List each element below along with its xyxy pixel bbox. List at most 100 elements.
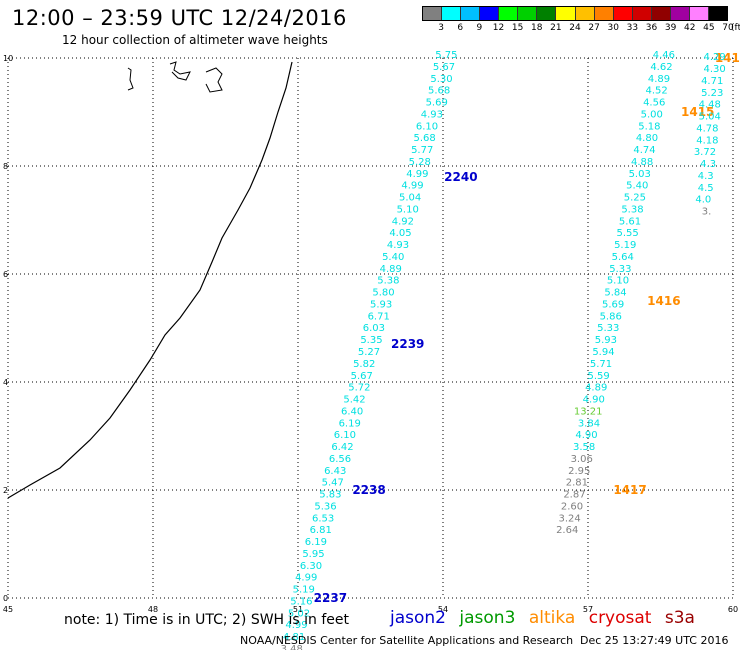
wave-height-reading: 4.05 (389, 228, 411, 239)
lon-tick-label: 54 (438, 605, 448, 614)
wave-height-reading: 4.48 (699, 100, 721, 111)
wave-height-reading: 4.74 (633, 145, 655, 156)
wave-height-reading: 5.95 (302, 549, 324, 560)
scale-label: 21 (550, 23, 562, 33)
wave-height-reading: 4.29 (703, 52, 725, 63)
wave-height-reading: 6.42 (331, 442, 353, 453)
wave-height-reading: 3.72 (694, 147, 716, 158)
lat-tick-label: 2 (3, 486, 8, 495)
wave-height-reading: 5.93 (370, 299, 392, 310)
wave-height-reading: 5.64 (612, 252, 634, 263)
axis-ticks: 45 48 51 54 57 60 0 2 4 6 8 10 (3, 54, 738, 614)
pass-time-label: 1416 (647, 294, 680, 308)
scale-swatch (670, 7, 690, 20)
wave-height-reading: 5.38 (621, 204, 643, 215)
legend-jason3: jason3 (459, 608, 516, 628)
wave-height-reading: 4.99 (295, 573, 317, 584)
wave-height-reading: 5.82 (353, 359, 375, 370)
wave-height-reading: 4.0 (695, 195, 711, 206)
scale-swatch (613, 7, 633, 20)
wave-height-reading: 6.71 (368, 311, 390, 322)
island-outline (205, 67, 223, 93)
wave-height-reading: 4.3 (698, 171, 714, 182)
wave-height-reading: 5.80 (372, 288, 394, 299)
wave-height-reading: 6.81 (310, 525, 332, 536)
wave-height-reading: 4.89 (380, 264, 402, 275)
scale-label: 3 (438, 23, 444, 33)
wave-height-reading: 5.83 (319, 490, 341, 501)
scale-swatch (632, 7, 652, 20)
wave-height-reading: 5.19 (293, 585, 315, 596)
scale-swatch (708, 7, 727, 20)
wave-height-reading: 4.78 (696, 123, 718, 134)
wave-height-reading: 5.33 (597, 323, 619, 334)
wave-height-reading: 4.81 (283, 632, 305, 643)
island-outline (169, 61, 191, 81)
wave-height-reading: 6.10 (416, 121, 438, 132)
scale-swatch (651, 7, 671, 20)
wave-height-reading: 4.93 (387, 240, 409, 251)
wave-height-reading: 5.02 (288, 608, 310, 619)
wave-height-reading: 4.99 (401, 181, 423, 192)
wave-height-reading: 4.30 (703, 64, 725, 75)
wave-height-reading: 5.75 (435, 50, 457, 61)
scale-label: 9 (476, 23, 483, 33)
lon-tick-label: 51 (293, 605, 303, 614)
scale-swatch (442, 7, 462, 20)
lat-tick-label: 4 (3, 378, 8, 387)
wave-height-reading: 5.69 (426, 98, 448, 109)
pass-time-label: 2237 (314, 591, 347, 605)
scale-swatch (556, 7, 576, 20)
lat-tick-label: 8 (3, 162, 8, 171)
footer-note: note: 1) Time is in UTC; 2) SWH is in fe… (64, 612, 350, 628)
wave-height-reading: 3.84 (578, 418, 600, 429)
wave-height-reading: 5.42 (343, 395, 365, 406)
wave-height-reading: 5.03 (629, 169, 651, 180)
credit-line: NOAA/NESDIS Center for Satellite Applica… (240, 634, 574, 647)
scale-swatch (461, 7, 481, 20)
wave-height-reading: 5.86 (600, 311, 622, 322)
generated-timestamp: Dec 25 13:27:49 UTC 2016 (580, 634, 729, 647)
map-subtitle: 12 hour collection of altimeter wave hei… (62, 33, 328, 47)
wave-height-reading: 5.71 (590, 359, 612, 370)
scale-swatch (537, 7, 557, 20)
lon-tick-label: 48 (148, 605, 158, 614)
scale-label: 27 (588, 23, 600, 33)
wave-height-reading: 4.18 (696, 135, 718, 146)
wave-height-reading: 5.67 (351, 371, 373, 382)
wave-height-reading: 5.25 (624, 193, 646, 204)
wave-height-reading: 3.24 (558, 513, 580, 524)
wave-height-reading: 5.68 (428, 86, 450, 97)
map-title: 12:00 – 23:59 UTC 12/24/2016 (12, 6, 347, 30)
wave-height-reading: 5.36 (314, 501, 336, 512)
wave-height-reading: 2.95 (568, 466, 590, 477)
legend-s3a: s3a (664, 608, 695, 628)
scale-label: 39 (664, 23, 677, 33)
wave-height-reading: 5.16 (290, 596, 312, 607)
pass-time-label: 1417 (613, 483, 646, 497)
pass-time-label: 2238 (352, 483, 385, 497)
wave-height-reading: 4.99 (285, 620, 307, 631)
wave-height-reading: 5.69 (602, 299, 624, 310)
scale-label: 36 (645, 23, 658, 33)
wave-height-reading: 2.87 (563, 490, 585, 501)
scale-label: 24 (569, 23, 581, 33)
wave-height-reading: 5.68 (413, 133, 435, 144)
scale-unit: (ft) (731, 23, 740, 33)
lat-lon-grid (7, 57, 734, 599)
wave-height-reading: 4.89 (648, 74, 670, 85)
scale-swatch (689, 7, 709, 20)
wave-height-reading: 5.47 (322, 478, 344, 489)
wave-height-reading: 4.90 (583, 395, 605, 406)
island-outline (127, 67, 134, 91)
wave-height-reading: 5.00 (641, 109, 663, 120)
wave-height-reading: 5.84 (604, 288, 626, 299)
wave-height-reading: 5.27 (358, 347, 380, 358)
wave-height-reading: 5.93 (595, 335, 617, 346)
scale-swatch (518, 7, 538, 20)
wave-height-reading: 5.55 (616, 228, 638, 239)
wave-height-reading: 2.60 (561, 501, 583, 512)
coastline (7, 61, 293, 499)
lat-tick-label: 10 (3, 54, 13, 63)
